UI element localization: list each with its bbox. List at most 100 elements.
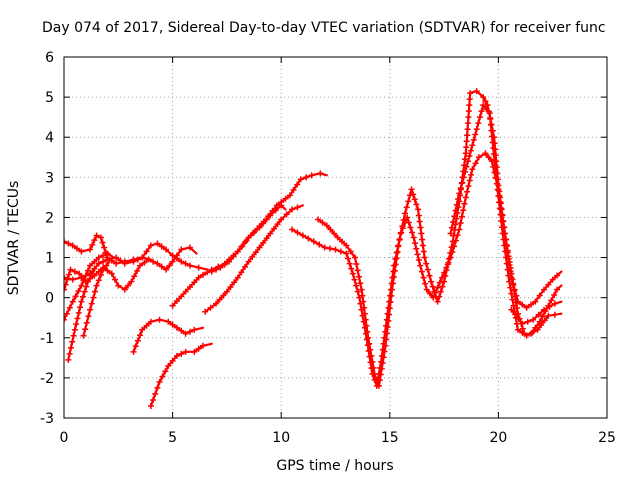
data-point bbox=[134, 337, 141, 344]
data-point bbox=[69, 242, 76, 249]
data-point bbox=[354, 288, 361, 295]
data-point bbox=[139, 326, 146, 333]
data-point bbox=[101, 244, 108, 251]
data-point bbox=[217, 264, 224, 271]
data-point bbox=[84, 278, 91, 285]
data-point bbox=[85, 313, 92, 320]
data-point bbox=[242, 239, 248, 246]
data-point bbox=[418, 268, 425, 275]
data-point bbox=[81, 288, 88, 295]
data-point bbox=[551, 300, 558, 307]
data-point bbox=[303, 174, 310, 181]
data-point bbox=[108, 270, 115, 277]
data-point bbox=[513, 292, 520, 299]
data-point bbox=[154, 260, 161, 267]
data-point bbox=[349, 270, 356, 277]
data-point bbox=[83, 283, 90, 290]
data-point bbox=[389, 280, 396, 287]
data-point bbox=[428, 278, 435, 285]
data-point bbox=[489, 139, 496, 146]
data-point bbox=[464, 132, 471, 139]
data-point bbox=[467, 90, 474, 97]
data-point bbox=[366, 340, 373, 347]
data-point bbox=[87, 262, 94, 269]
y-tick-label: -2 bbox=[40, 371, 54, 387]
data-point bbox=[466, 96, 473, 103]
data-point bbox=[492, 168, 499, 175]
data-point bbox=[352, 254, 359, 261]
data-point bbox=[371, 370, 378, 377]
data-point bbox=[207, 304, 214, 311]
data-point bbox=[64, 310, 70, 317]
data-point bbox=[137, 332, 144, 339]
data-point bbox=[267, 212, 274, 219]
data-point bbox=[238, 243, 245, 250]
data-point bbox=[319, 219, 326, 226]
data-point bbox=[191, 348, 198, 355]
data-point bbox=[480, 94, 487, 101]
data-point bbox=[186, 283, 193, 290]
data-point bbox=[289, 206, 296, 213]
data-point bbox=[70, 332, 77, 339]
y-tick-label: 5 bbox=[45, 90, 54, 106]
data-point bbox=[494, 186, 501, 193]
data-point bbox=[139, 254, 146, 261]
data-point bbox=[65, 356, 72, 363]
data-point bbox=[134, 267, 141, 274]
data-point bbox=[363, 322, 370, 329]
data-point bbox=[423, 286, 430, 293]
y-axis-label: SDTVAR / TECUs bbox=[6, 181, 22, 296]
data-point bbox=[461, 200, 468, 207]
data-point bbox=[551, 291, 558, 298]
x-tick-label: 25 bbox=[598, 430, 616, 446]
data-point bbox=[251, 229, 258, 236]
data-point bbox=[493, 174, 500, 181]
data-point bbox=[392, 261, 399, 268]
data-point bbox=[410, 234, 417, 241]
data-point bbox=[134, 256, 141, 263]
data-point bbox=[441, 278, 448, 285]
data-point bbox=[191, 279, 198, 286]
data-point bbox=[503, 254, 510, 261]
data-point bbox=[448, 244, 455, 251]
data-point bbox=[156, 378, 163, 385]
data-point bbox=[182, 260, 189, 267]
data-point bbox=[91, 288, 98, 295]
data-point bbox=[83, 319, 90, 326]
data-point bbox=[182, 348, 189, 355]
data-point bbox=[294, 229, 301, 236]
data-point bbox=[514, 326, 521, 333]
data-point bbox=[495, 193, 502, 200]
data-point bbox=[104, 256, 111, 263]
x-tick-label: 0 bbox=[60, 430, 69, 446]
data-point bbox=[173, 324, 180, 331]
data-point bbox=[447, 230, 454, 237]
data-point bbox=[230, 253, 237, 260]
data-point bbox=[459, 179, 466, 186]
data-point bbox=[339, 238, 346, 245]
data-point bbox=[143, 248, 150, 255]
data-point bbox=[473, 88, 480, 95]
data-point bbox=[65, 240, 72, 247]
data-point bbox=[482, 150, 489, 157]
data-point bbox=[417, 262, 424, 269]
data-point bbox=[152, 390, 159, 397]
y-tick-label: 1 bbox=[45, 251, 54, 267]
data-point bbox=[113, 260, 120, 267]
data-point bbox=[69, 298, 76, 305]
data-point bbox=[64, 286, 67, 293]
data-point bbox=[97, 234, 104, 241]
data-point bbox=[221, 261, 228, 268]
data-point bbox=[231, 279, 238, 286]
data-point bbox=[348, 265, 355, 272]
data-point bbox=[202, 308, 209, 315]
data-point bbox=[434, 284, 441, 291]
data-point bbox=[491, 156, 498, 163]
data-point bbox=[353, 260, 360, 267]
data-point bbox=[154, 384, 161, 391]
data-point bbox=[154, 240, 161, 247]
data-point bbox=[115, 282, 122, 289]
data-point bbox=[166, 262, 173, 269]
data-point bbox=[468, 171, 475, 178]
data-point bbox=[449, 238, 456, 245]
